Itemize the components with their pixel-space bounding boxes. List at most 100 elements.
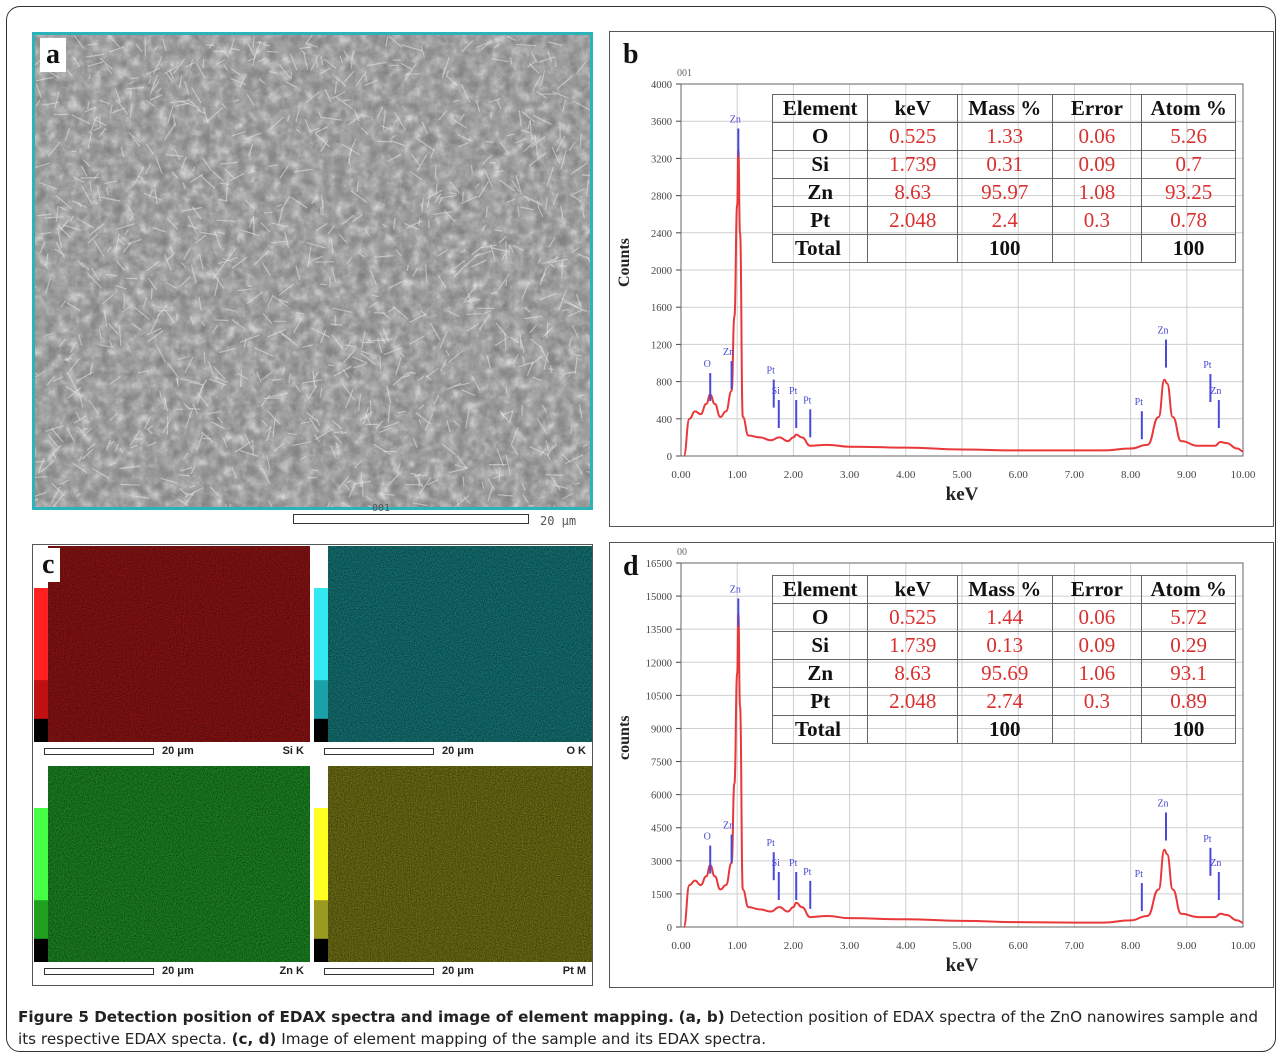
sem-nanowire [81, 165, 88, 177]
sem-nanowire [527, 504, 535, 507]
sem-nanowire [416, 138, 435, 151]
map-scalebar [44, 968, 154, 975]
sem-nanowire [73, 415, 87, 424]
sem-nanowire [211, 421, 226, 430]
sem-nanowire [574, 355, 578, 375]
sem-nanowire [126, 204, 134, 216]
sem-nanowire [152, 226, 166, 233]
sem-nanowire [115, 260, 125, 271]
sem-nanowire [189, 484, 196, 488]
total-cell: Total [771, 715, 869, 744]
sem-nanowire [182, 182, 187, 190]
sem-nanowire [89, 223, 105, 236]
sem-nanowire [273, 295, 288, 308]
sem-nanowire [467, 292, 472, 302]
sem-nanowire [409, 371, 416, 374]
sem-nanowire [130, 77, 138, 80]
sem-nanowire [561, 308, 570, 312]
map-colorbar-segment [34, 588, 48, 681]
x-tick-label: 1.00 [728, 940, 748, 952]
sem-nanowire [372, 443, 392, 456]
sem-nanowire [364, 79, 378, 87]
map-noise [314, 766, 592, 962]
x-tick-label: 0.00 [671, 469, 691, 481]
x-axis-label: keV [946, 955, 979, 976]
sem-nanowire [231, 130, 246, 137]
sem-nanowire [243, 338, 247, 348]
sem-nanowire [376, 106, 384, 119]
sem-nanowire [510, 444, 519, 456]
sem-nanowire [180, 466, 193, 472]
peak-label: Pt [803, 867, 812, 878]
sem-nanowire [230, 68, 241, 76]
sem-nanowire [529, 446, 546, 455]
sem-nanowire [280, 195, 291, 211]
sem-nanowire [367, 339, 384, 342]
sem-nanowire [498, 179, 516, 192]
sem-nanowire [331, 334, 344, 350]
sem-nanowire [128, 80, 135, 85]
map-colorbar-segment [314, 808, 328, 901]
x-tick-label: 2.00 [784, 940, 804, 952]
peak-label: Pt [767, 366, 776, 377]
sem-nanowire [259, 78, 266, 84]
x-tick-label: 7.00 [1065, 469, 1085, 481]
sem-nanowire [190, 315, 194, 325]
sem-nanowire [548, 368, 554, 371]
sem-nanowire [364, 71, 368, 82]
sem-nanowire [438, 109, 448, 121]
sem-nanowire [253, 250, 270, 266]
sem-nanowire [493, 229, 502, 232]
sem-nanowire [452, 264, 466, 279]
sem-nanowire [534, 134, 539, 155]
value-cell: 93.1 [1141, 659, 1236, 688]
sem-nanowire [35, 83, 43, 99]
sem-nanowire [538, 56, 555, 63]
sem-nanowire [360, 113, 369, 118]
total-cell: 100 [957, 715, 1053, 744]
sem-nanowire [55, 242, 66, 259]
sem-nanowire [430, 147, 436, 158]
sem-nanowire [399, 352, 405, 358]
map-colorbar-segment [314, 900, 328, 939]
sem-nanowire [129, 444, 139, 449]
value-cell: 8.63 [867, 659, 959, 688]
sem-nanowire [361, 480, 364, 498]
sem-nanowire [261, 468, 271, 485]
sem-nanowire [351, 356, 368, 364]
sem-nanowire [505, 279, 508, 287]
sem-nanowire [284, 230, 290, 248]
sem-nanowire [377, 492, 395, 496]
map-element-label: O K [566, 745, 586, 757]
sem-nanowire [412, 268, 418, 277]
sem-nanowire [88, 73, 91, 80]
sem-nanowire [65, 385, 84, 398]
sem-nanowire [214, 277, 220, 297]
sem-nanowire [380, 492, 386, 500]
sem-nanowire [375, 420, 384, 430]
total-cell: 100 [957, 234, 1053, 263]
sem-nanowire [60, 218, 70, 231]
sem-nanowire [187, 215, 198, 235]
sem-nanowire [146, 327, 162, 336]
map-footer: 20 μm Zn K [34, 962, 310, 982]
sem-nanowire [276, 204, 283, 208]
sem-nanowire [201, 321, 206, 327]
sem-nanowire [108, 339, 114, 348]
sem-nanowire [185, 492, 194, 496]
sem-nanowire [144, 416, 151, 429]
sem-nanowire [522, 494, 529, 504]
sem-nanowire [252, 215, 255, 237]
sem-nanowire [333, 365, 352, 377]
sem-nanowire [166, 282, 177, 289]
sem-nanowire [119, 465, 140, 470]
sem-nanowire [305, 394, 309, 400]
sem-nanowire [202, 107, 209, 124]
sem-nanowire [109, 440, 116, 445]
sem-nanowire [308, 385, 318, 399]
sem-nanowire [331, 420, 343, 430]
sem-nanowire [346, 479, 352, 484]
sem-nanowire [450, 117, 468, 129]
sem-nanowire [517, 361, 534, 368]
value-cell: 1.08 [1051, 178, 1143, 207]
